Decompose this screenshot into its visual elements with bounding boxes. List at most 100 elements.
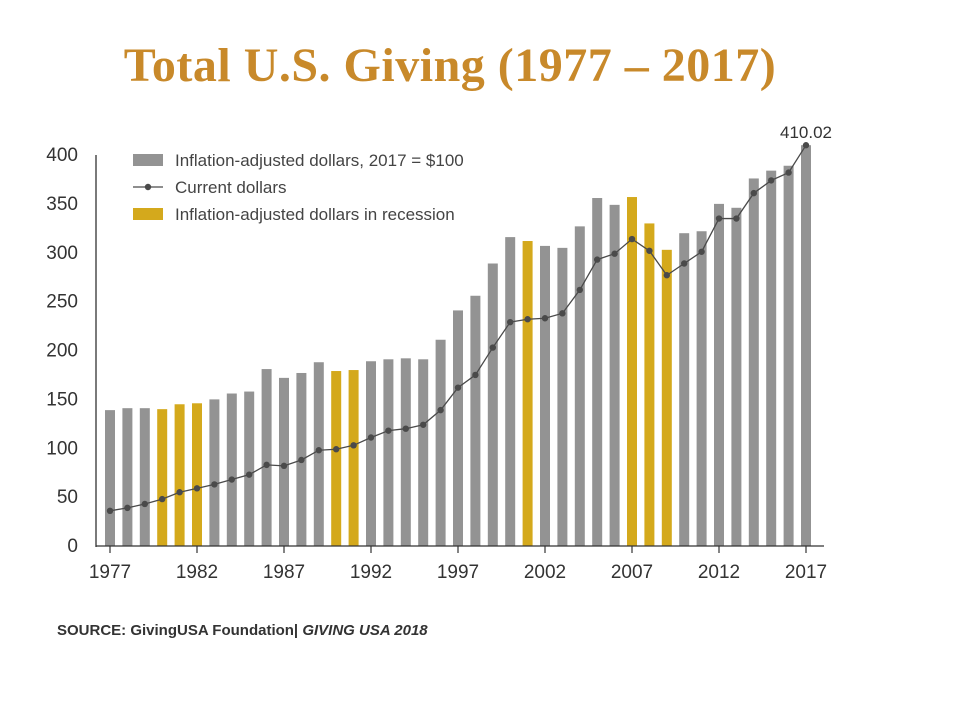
- current-dollars-point-1986: [263, 461, 270, 469]
- bar-recession-1980: [157, 409, 168, 546]
- bar-2005: [592, 198, 603, 546]
- current-dollars-point-1979: [141, 500, 148, 508]
- bar-recession-2001: [522, 241, 533, 546]
- chart-title: Total U.S. Giving (1977 – 2017): [123, 39, 777, 92]
- bar-1989: [313, 362, 324, 546]
- current-dollars-point-2011: [698, 248, 705, 255]
- bar-recession-2007: [627, 197, 637, 546]
- annotation-value: 410.02: [780, 123, 832, 142]
- bar-1997: [453, 310, 463, 546]
- bar-1987: [279, 377, 289, 546]
- y-tick-label: 150: [46, 389, 78, 410]
- bar-1978: [122, 408, 133, 546]
- current-dollars-point-1996: [437, 406, 444, 414]
- bar-recession-1982: [192, 403, 202, 546]
- bar-2002: [540, 245, 550, 546]
- current-dollars-point-2006: [611, 250, 618, 257]
- current-dollars-point-2016: [785, 169, 792, 176]
- bar-2014: [748, 178, 759, 546]
- current-dollars-point-1990: [333, 446, 340, 453]
- bar-1996: [435, 339, 446, 546]
- x-tick-label: 1997: [437, 562, 479, 583]
- current-dollars-point-2014: [750, 189, 757, 197]
- legend-line-marker: [144, 183, 152, 191]
- current-dollars-point-2005: [594, 256, 601, 263]
- y-tick-label: 0: [67, 536, 78, 557]
- bar-2006: [609, 204, 620, 547]
- bar-1992: [366, 361, 376, 546]
- bar-2003: [557, 247, 568, 547]
- bar-1979: [139, 408, 150, 546]
- source-note: SOURCE: GivingUSA Foundation| GIVING USA…: [57, 622, 428, 639]
- source-label: SOURCE: GivingUSA Foundation|: [57, 622, 299, 639]
- current-dollars-point-2001: [524, 316, 531, 323]
- current-dollars-point-2003: [559, 310, 566, 317]
- current-dollars-point-2009: [663, 272, 670, 279]
- bar-1985: [244, 391, 255, 546]
- current-dollars-point-1995: [420, 421, 427, 428]
- current-dollars-point-2000: [507, 318, 514, 326]
- bar-2013: [731, 207, 742, 546]
- bar-1994: [400, 358, 411, 546]
- current-dollars-point-1988: [298, 456, 305, 464]
- current-dollars-point-1987: [280, 462, 288, 470]
- y-tick-label: 200: [46, 341, 78, 362]
- current-dollars-point-1999: [489, 344, 496, 351]
- bar-1984: [226, 393, 237, 546]
- source-publication: GIVING USA 2018: [302, 622, 428, 639]
- y-tick-label: 400: [46, 145, 78, 166]
- x-tick-label: 1992: [350, 562, 392, 583]
- x-tick-label: 1982: [176, 562, 218, 583]
- current-dollars-point-2010: [681, 260, 688, 267]
- legend-label-0: Inflation-adjusted dollars, 2017 = $100: [175, 151, 464, 170]
- legend-swatch-2: [133, 208, 163, 220]
- current-dollars-point-2015: [768, 177, 775, 184]
- current-dollars-point-1984: [228, 476, 235, 483]
- bar-2010: [679, 233, 690, 546]
- bar-2017: [801, 145, 811, 546]
- current-dollars-point-2017: [802, 142, 810, 149]
- y-tick-label: 350: [46, 194, 78, 215]
- current-dollars-point-1994: [402, 425, 409, 432]
- current-dollars-point-1998: [472, 371, 479, 379]
- current-dollars-point-1985: [246, 471, 253, 478]
- bar-2004: [574, 226, 585, 547]
- current-dollars-point-1991: [350, 442, 357, 449]
- current-dollars-point-1977: [106, 507, 114, 515]
- bar-recession-2009: [661, 249, 672, 546]
- bar-1993: [383, 359, 394, 546]
- bar-1995: [418, 359, 429, 546]
- y-tick-label: 50: [57, 487, 78, 508]
- bar-1998: [470, 295, 481, 546]
- current-dollars-point-2004: [576, 286, 583, 294]
- bar-1983: [209, 399, 220, 546]
- current-dollars-point-1978: [124, 504, 131, 512]
- current-dollars-point-1980: [159, 495, 166, 503]
- bar-2012: [714, 203, 724, 546]
- current-dollars-point-1982: [193, 485, 201, 492]
- bar-recession-1990: [331, 371, 342, 546]
- current-dollars-point-1983: [211, 481, 218, 488]
- legend-label-2: Inflation-adjusted dollars in recession: [175, 205, 455, 224]
- current-dollars-point-2007: [628, 235, 636, 243]
- current-dollars-point-1981: [176, 489, 183, 496]
- bar-1986: [261, 369, 272, 546]
- legend-swatch-0: [133, 154, 163, 166]
- current-dollars-point-1997: [454, 384, 462, 391]
- current-dollars-point-2002: [541, 315, 549, 322]
- bar-2011: [696, 231, 707, 546]
- x-tick-label: 2012: [698, 562, 740, 583]
- bar-recession-2008: [644, 223, 655, 547]
- legend-label-1: Current dollars: [175, 178, 287, 197]
- x-tick-label: 1977: [89, 562, 131, 583]
- y-tick-label: 100: [46, 438, 78, 459]
- bar-recession-1981: [174, 404, 185, 546]
- bar-2015: [766, 170, 777, 546]
- bar-2000: [505, 237, 516, 547]
- y-tick-label: 250: [46, 292, 78, 313]
- bar-1977: [105, 410, 115, 546]
- bar-recession-1991: [348, 370, 359, 546]
- current-dollars-point-1989: [315, 447, 322, 454]
- current-dollars-point-2008: [646, 247, 653, 254]
